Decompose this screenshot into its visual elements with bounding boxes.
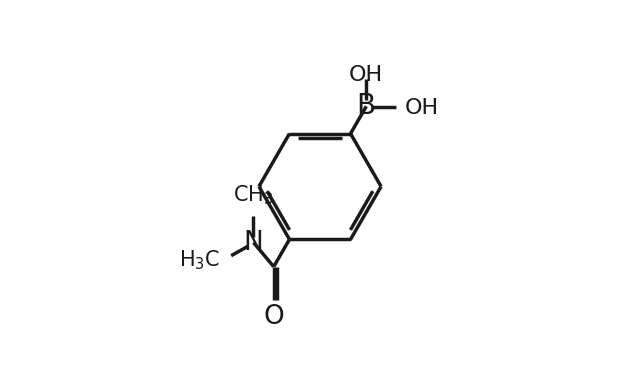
Text: O: O [263,304,284,330]
Text: N: N [244,229,264,256]
Text: OH: OH [349,65,383,85]
Text: OH: OH [405,98,439,118]
Text: H$_3$C: H$_3$C [179,248,220,272]
Text: B: B [356,93,376,120]
Text: CH$_3$: CH$_3$ [233,184,274,207]
